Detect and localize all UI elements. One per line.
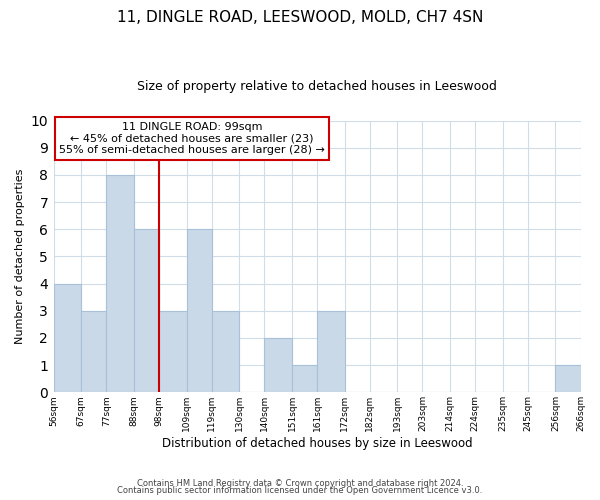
Bar	[54, 284, 82, 393]
Bar	[317, 311, 345, 392]
Bar	[265, 338, 292, 392]
Bar	[106, 175, 134, 392]
Y-axis label: Number of detached properties: Number of detached properties	[15, 168, 25, 344]
Text: Contains public sector information licensed under the Open Government Licence v3: Contains public sector information licen…	[118, 486, 482, 495]
Bar	[159, 311, 187, 392]
Bar	[212, 311, 239, 392]
Text: 11, DINGLE ROAD, LEESWOOD, MOLD, CH7 4SN: 11, DINGLE ROAD, LEESWOOD, MOLD, CH7 4SN	[117, 10, 483, 25]
Text: 11 DINGLE ROAD: 99sqm
← 45% of detached houses are smaller (23)
55% of semi-deta: 11 DINGLE ROAD: 99sqm ← 45% of detached …	[59, 122, 325, 155]
Bar	[292, 365, 317, 392]
Bar	[556, 365, 581, 392]
Bar	[82, 311, 106, 392]
Bar	[134, 229, 159, 392]
X-axis label: Distribution of detached houses by size in Leeswood: Distribution of detached houses by size …	[162, 437, 472, 450]
Bar	[187, 229, 212, 392]
Title: Size of property relative to detached houses in Leeswood: Size of property relative to detached ho…	[137, 80, 497, 93]
Text: Contains HM Land Registry data © Crown copyright and database right 2024.: Contains HM Land Registry data © Crown c…	[137, 478, 463, 488]
